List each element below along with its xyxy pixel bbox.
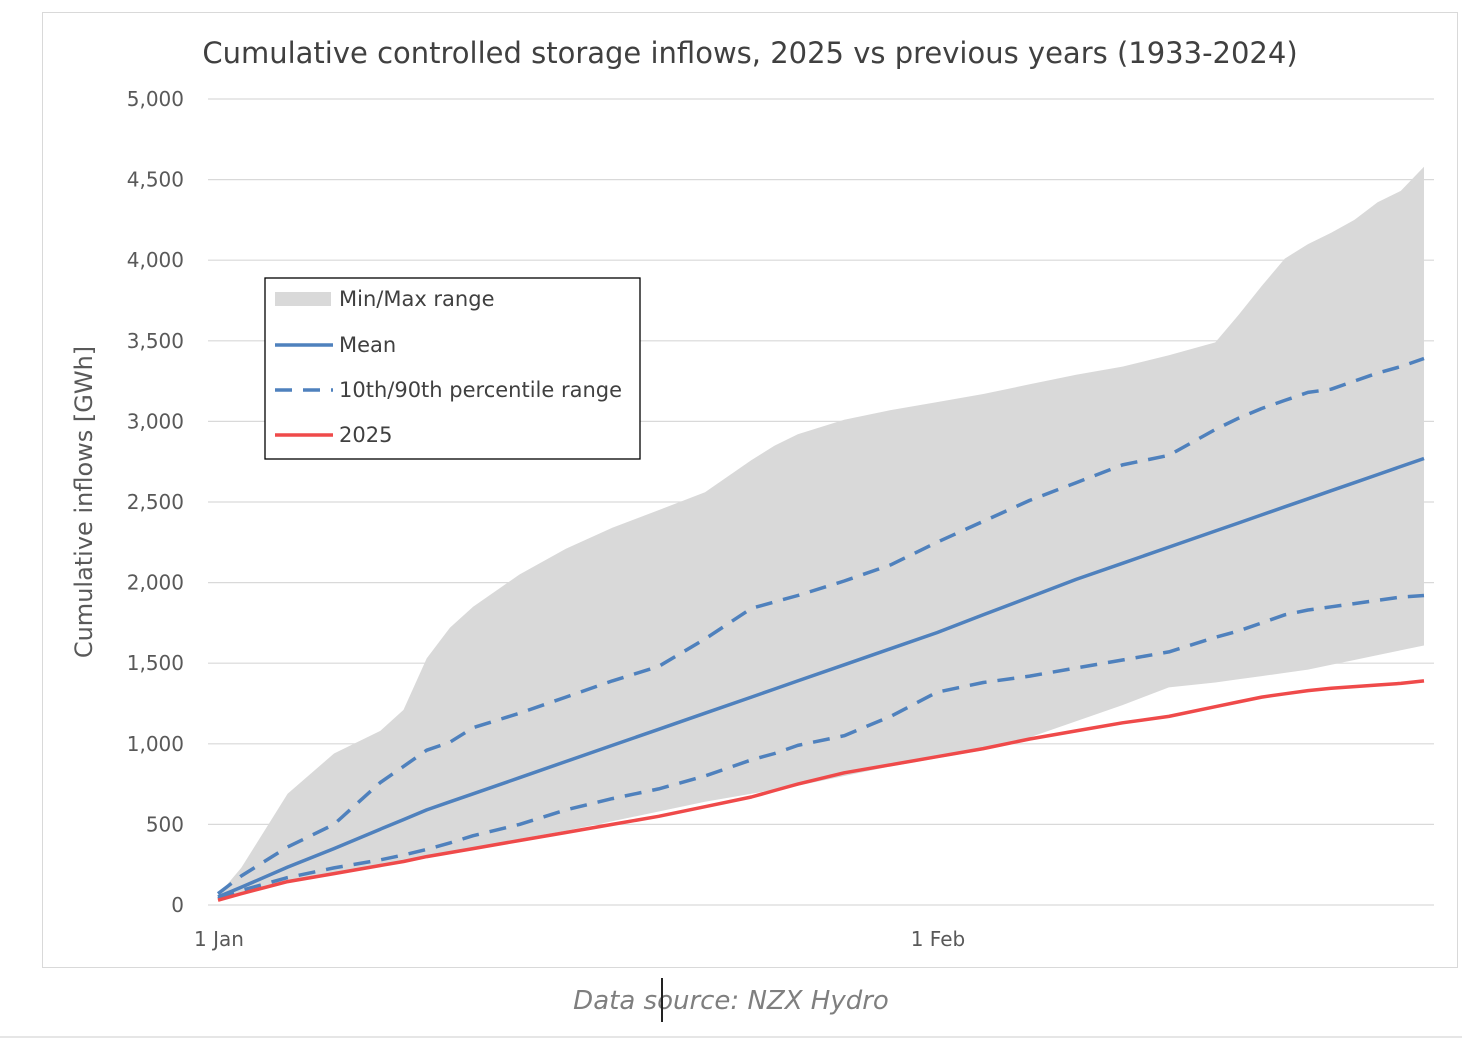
y-tick-2000: 2,000 bbox=[127, 571, 184, 595]
legend-label-2025: 2025 bbox=[339, 423, 392, 447]
y-tick-500: 500 bbox=[146, 812, 184, 836]
y-tick-1500: 1,500 bbox=[127, 651, 184, 675]
y-tick-labels: 0 500 1,000 1,500 2,000 2,500 3,000 3,500 4,000 4… bbox=[127, 87, 184, 917]
p10-line bbox=[217, 593, 1425, 901]
y-axis-label: Cumulative inflows [GWh] bbox=[70, 346, 98, 658]
legend-label-mean: Mean bbox=[339, 333, 396, 357]
legend-swatch-min-max-range bbox=[275, 292, 331, 306]
series-group bbox=[216, 166, 1425, 902]
chart-title: Cumulative controlled storage inflows, 2… bbox=[202, 36, 1297, 70]
legend-label-min-max-range: Min/Max range bbox=[339, 287, 495, 311]
x-tick-1-feb: 1 Feb bbox=[911, 927, 966, 951]
x-tick-labels: 1 Jan 1 Feb bbox=[194, 927, 965, 951]
y-tick-1000: 1,000 bbox=[127, 732, 184, 756]
legend-box bbox=[264, 277, 641, 460]
legend-label-10th-90th-percentile-range: 10th/90th percentile range bbox=[339, 378, 622, 402]
y-tick-2500: 2,500 bbox=[127, 490, 184, 514]
x-tick-1-jan: 1 Jan bbox=[194, 927, 244, 951]
y-tick-4000: 4,000 bbox=[127, 248, 184, 272]
bottom-divider bbox=[0, 1036, 1462, 1038]
y-tick-4500: 4,500 bbox=[127, 168, 184, 192]
y-tick-0: 0 bbox=[171, 893, 184, 917]
line-2025 bbox=[217, 679, 1425, 902]
data-source-caption: Data source: NZX Hydro bbox=[573, 986, 889, 1016]
p90-line bbox=[216, 356, 1425, 896]
y-tick-3000: 3,000 bbox=[127, 409, 184, 433]
y-tick-3500: 3,500 bbox=[127, 329, 184, 353]
mean-line bbox=[217, 456, 1425, 899]
legend: Min/Max range Mean 10th/90th percentile ra… bbox=[264, 277, 641, 460]
y-tick-5000: 5,000 bbox=[127, 87, 184, 111]
text-cursor bbox=[661, 978, 663, 1022]
min-max-range-area bbox=[218, 166, 1424, 901]
